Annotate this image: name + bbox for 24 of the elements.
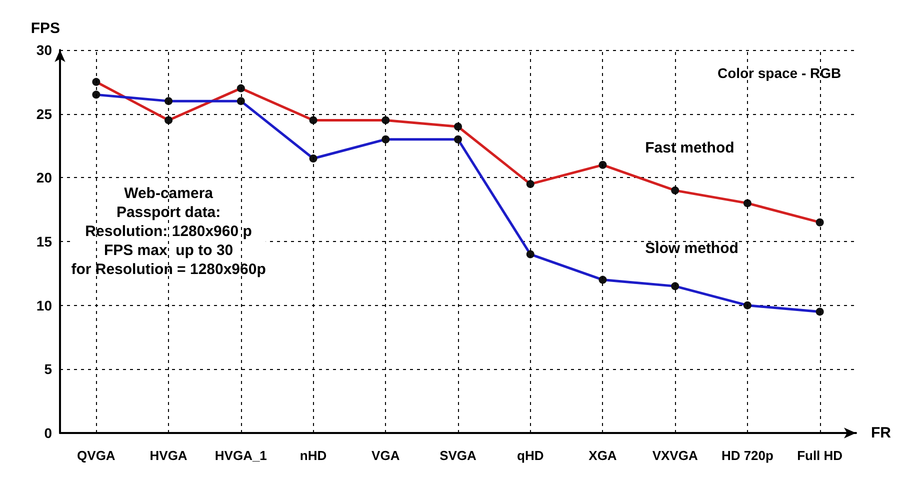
x-axis-title: FR [871,424,892,442]
y-tick-label: 20 [36,170,52,186]
y-tick-label: 30 [36,42,52,58]
y-tick-label: 0 [44,425,52,441]
x-tick-label: XGA [588,448,618,463]
series-label: Fast method [645,139,734,156]
y-tick-label: 10 [36,297,52,314]
x-tick-label: SVGA [440,448,478,463]
x-tick-label: QVGA [77,448,116,463]
y-tick-label: 25 [36,106,52,122]
x-tick-label: HVGA_1 [214,448,267,463]
series-label: Slow method [645,240,738,258]
annotation: Color space - RGB [717,65,842,81]
y-tick-label: 5 [44,361,52,378]
x-tick-label: HD 720p [721,448,774,463]
x-tick-label: VGA [372,448,400,463]
x-tick-label: HVGA [150,448,188,463]
x-tick-label: nHD [300,448,327,463]
x-tick-label: VXVGA [652,448,698,463]
x-tick-label: Full HD [797,448,843,463]
y-tick-label: 15 [36,234,52,250]
annotation: Web-camera Passport data: Resolution: 1280x960 p FPS max up to 30 for Resolution = 1280x960p [71,185,266,278]
x-tick-label: qHD [517,448,544,463]
y-axis-title: FPS [30,20,60,37]
